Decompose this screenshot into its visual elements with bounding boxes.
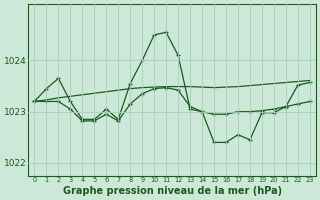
X-axis label: Graphe pression niveau de la mer (hPa): Graphe pression niveau de la mer (hPa) (63, 186, 282, 196)
